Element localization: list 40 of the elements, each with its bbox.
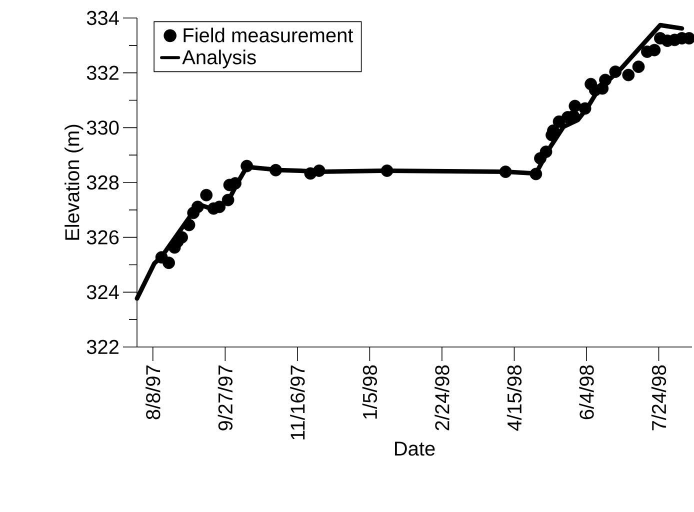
x-tick-label: 1/5/98 bbox=[362, 365, 378, 419]
point bbox=[622, 68, 635, 82]
point bbox=[270, 164, 282, 176]
point bbox=[499, 166, 512, 178]
legend-label: Field measurement bbox=[184, 28, 354, 42]
y-tick-label: 326 bbox=[86, 230, 119, 244]
point bbox=[530, 168, 542, 180]
point bbox=[609, 66, 622, 78]
x-tick-label: 2/24/98 bbox=[434, 365, 450, 430]
y-tick-label: 332 bbox=[86, 66, 118, 80]
point bbox=[632, 60, 645, 74]
point bbox=[162, 256, 175, 270]
y-tick-label: 322 bbox=[86, 340, 118, 354]
point bbox=[540, 146, 552, 158]
point bbox=[568, 100, 582, 112]
y-tick-label: 334 bbox=[86, 10, 119, 26]
point bbox=[213, 200, 226, 214]
y-tick-label: 324 bbox=[86, 285, 119, 300]
point bbox=[578, 102, 592, 115]
x-tick-label: 7/24/98 bbox=[651, 365, 666, 430]
point bbox=[312, 164, 326, 177]
point bbox=[200, 188, 213, 202]
point bbox=[182, 218, 196, 232]
y-tick-label: 330 bbox=[86, 120, 119, 135]
point bbox=[599, 74, 612, 86]
point bbox=[222, 194, 234, 206]
x-tick-label: 8/8/97 bbox=[146, 366, 160, 420]
point bbox=[192, 200, 204, 214]
x-axis-title: Date bbox=[395, 442, 435, 456]
y-axis-title: Elevation (m) bbox=[64, 124, 84, 240]
point bbox=[229, 177, 242, 190]
point bbox=[380, 164, 394, 177]
x-tick-label: 6/4/98 bbox=[579, 365, 594, 420]
x-tick-label: 4/15/98 bbox=[506, 365, 522, 431]
x-tick-label: 9/27/97 bbox=[218, 366, 232, 430]
x-tick-label: 11/16/97 bbox=[290, 366, 305, 440]
point bbox=[648, 44, 661, 56]
legend-label: Analysis bbox=[182, 50, 256, 68]
point bbox=[240, 160, 254, 172]
y-tick-label: 328 bbox=[86, 175, 119, 190]
